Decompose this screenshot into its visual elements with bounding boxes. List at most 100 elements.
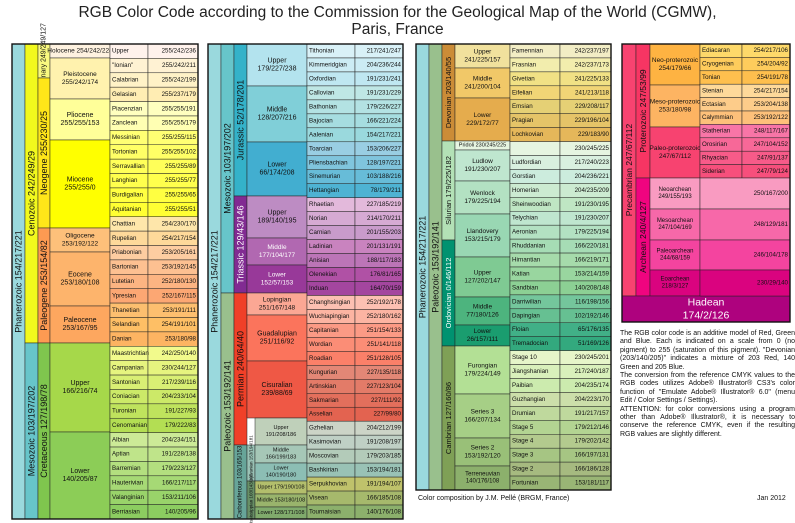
- cenozoic-mesozoic-unit-code: 166/216/74: [62, 388, 97, 395]
- mesozoic-paleozoic-stage-code: 154/217/221: [367, 131, 402, 138]
- paleozoic-unit-label: Middle: [473, 76, 493, 83]
- cenozoic-mesozoic-stage-name: Burdigalian: [112, 192, 144, 199]
- cenozoic-mesozoic-stage-code: 204/233/104: [162, 393, 197, 400]
- cenozoic-mesozoic-stage-name: Maastrichtian: [112, 350, 149, 357]
- cenozoic-mesozoic-stage-name: Serravallian: [112, 163, 145, 170]
- mesozoic-paleozoic-unit-box: [246, 314, 308, 362]
- cenozoic-mesozoic-stage-code: 252/167/115: [162, 292, 197, 299]
- paleozoic-unit-label: Silurian 179/225/182: [444, 156, 453, 225]
- mesozoic-paleozoic-stage-code: 103/188/216: [367, 173, 402, 180]
- mesozoic-paleozoic-unit-label: Middle: [273, 448, 289, 454]
- mesozoic-paleozoic-unit-box: [246, 141, 308, 197]
- mesozoic-paleozoic-unit-box: [246, 264, 308, 294]
- cenozoic-mesozoic-unit-box: [49, 431, 111, 520]
- mesozoic-paleozoic-unit-code: 177/104/177: [259, 252, 296, 259]
- paleozoic-unit-code: 77/180/126: [466, 311, 499, 318]
- cenozoic-mesozoic-unit-label: Holocene 254/242/224: [47, 48, 113, 55]
- paleozoic-stage-name: Lochkovian: [512, 131, 544, 138]
- mesozoic-paleozoic-unit-label: Middle: [267, 106, 288, 113]
- paleozoic-stage-name: Famennian: [512, 47, 544, 54]
- paleozoic-unit-label: Wenlock: [470, 190, 496, 197]
- paleozoic-stage-name: Gorstian: [512, 173, 536, 180]
- paleozoic-stage-name: Tremadocian: [512, 340, 548, 347]
- cenozoic-mesozoic-stage-code: 253/180/98: [165, 336, 197, 343]
- paleozoic-unit-label: Llandovery: [467, 228, 500, 235]
- precambrian-unit-code: 253/180/98: [659, 106, 692, 113]
- cenozoic-mesozoic-unit-label: Eocene: [68, 271, 92, 278]
- paleozoic-unit-code: 127/202/147: [464, 277, 501, 284]
- cenozoic-mesozoic-stage-code: 153/211/106: [162, 494, 197, 501]
- precambrian-unit-label: Hadean: [688, 297, 725, 309]
- cenozoic-mesozoic-stage-name: "Ionian": [112, 62, 133, 69]
- paleozoic-unit-label: Lower: [474, 112, 493, 119]
- cenozoic-mesozoic-stage-name: Santonian: [112, 379, 140, 386]
- mesozoic-paleozoic-unit-label: Carboniferous 103/165/153: [238, 445, 244, 518]
- paleozoic-stage-code: 116/198/156: [575, 298, 610, 305]
- cenozoic-mesozoic-stage-name: Danian: [112, 336, 132, 343]
- mesozoic-paleozoic-frame: [207, 43, 404, 520]
- mesozoic-paleozoic-unit-label: Lower: [274, 466, 289, 472]
- mesozoic-paleozoic-unit-label: Upper: [274, 425, 289, 431]
- cenozoic-mesozoic-stage-code: 217/239/116: [162, 379, 197, 386]
- cenozoic-mesozoic-stage-code: 252/180/130: [162, 278, 197, 285]
- precambrian-frame: [621, 43, 791, 323]
- cenozoic-mesozoic-stage-name: Campanian: [112, 364, 144, 371]
- paleozoic-stage-name: Drumian: [512, 410, 536, 417]
- precambrian-extra-cell: [699, 269, 791, 297]
- cenozoic-mesozoic-stage-name: Messinian: [112, 134, 140, 141]
- paleozoic-stage-name: Homerian: [512, 187, 539, 194]
- paleozoic-unit-label: Upper: [474, 49, 493, 56]
- cenozoic-mesozoic-unit-label: Phanerozoic 154/217/221: [14, 230, 24, 333]
- cenozoic-mesozoic-unit-box: [49, 57, 111, 100]
- cenozoic-mesozoic-stage-code: 230/244/127: [162, 364, 197, 371]
- mesozoic-paleozoic-unit-label: Upper 179/190/108: [257, 485, 304, 491]
- mesozoic-paleozoic-unit-box: [246, 85, 308, 143]
- mesozoic-paleozoic-stage-name: Wuchiapingian: [309, 313, 350, 320]
- cenozoic-mesozoic-stage-code: 255/242/236: [162, 48, 197, 55]
- paleozoic-unit-label: Paleozoic 153/192/141: [431, 221, 441, 313]
- paleozoic-stage-name: Darriwilian: [512, 298, 541, 305]
- mesozoic-paleozoic-stage-name: Roadian: [309, 355, 333, 362]
- paleozoic-stage-name: Sandbian: [512, 284, 539, 291]
- precambrian-extra-cell: [699, 208, 791, 241]
- paleozoic-stage-code: 217/240/223: [575, 159, 610, 166]
- mesozoic-paleozoic-stage-name: Wordian: [309, 341, 332, 348]
- cenozoic-mesozoic-unit-label: Paleogene 253/154/82: [39, 240, 49, 331]
- cenozoic-mesozoic-unit-box: [49, 251, 111, 307]
- paleozoic-unit-code: 229/172/77: [466, 120, 499, 127]
- mesozoic-paleozoic-unit-label: Mississippian 103/143/102: [249, 473, 254, 523]
- mesozoic-paleozoic-stage-name: Toarcian: [309, 145, 333, 152]
- precambrian-unit-label: Mesoarchean: [657, 218, 693, 224]
- mesozoic-paleozoic-unit-label: Lower 128/171/108: [257, 510, 304, 516]
- precambrian-unit-box: [649, 269, 701, 297]
- paleozoic-stage-code: 51/169/126: [578, 340, 610, 347]
- mesozoic-paleozoic-stage-name: Kimmeridgian: [309, 61, 347, 68]
- mesozoic-paleozoic-stage-code: 128/197/221: [367, 159, 402, 166]
- cenozoic-mesozoic-unit-label: Cretaceous 127/198/78: [39, 384, 49, 478]
- mesozoic-paleozoic-unit-label: Middle: [267, 244, 287, 251]
- cenozoic-mesozoic-frame: [11, 43, 199, 520]
- paleozoic-unit-label: Middle: [473, 304, 493, 311]
- mesozoic-paleozoic-unit-code: 152/57/153: [261, 279, 294, 286]
- precambrian-stage-name: Stenian: [702, 87, 724, 94]
- paleozoic-stage-name: Frasnian: [512, 61, 537, 68]
- mesozoic-paleozoic-unit-label: Guadalupian: [257, 330, 297, 337]
- paleozoic-stage-code: 204/235/174: [575, 382, 610, 389]
- paleozoic-unit-label: Phanerozoic 154/217/221: [418, 216, 428, 319]
- paleozoic-stage-code: 241/225/133: [575, 75, 610, 82]
- cenozoic-mesozoic-stage-code: 255/237/179: [162, 91, 197, 98]
- mesozoic-paleozoic-unit-code: 179/227/238: [258, 66, 297, 73]
- mesozoic-paleozoic-stage-name: Tithonian: [309, 47, 335, 54]
- mesozoic-paleozoic-stage-name: Gzhelian: [309, 425, 334, 432]
- mesozoic-paleozoic-stage-code: 191/194/107: [367, 481, 402, 488]
- cenozoic-mesozoic-unit-box: [49, 342, 111, 433]
- cenozoic-mesozoic-stage-name: Upper: [112, 48, 129, 55]
- paleozoic-unit-code: 140/176/108: [466, 479, 500, 485]
- paleozoic-stage-code: 191/230/195: [575, 201, 610, 208]
- cenozoic-mesozoic-stage-name: Gelasian: [112, 91, 137, 98]
- cenozoic-mesozoic-unit-label: Neogene 255/230/25: [39, 111, 49, 195]
- mesozoic-paleozoic-stage-code: 251/128/105: [367, 355, 402, 362]
- cenozoic-mesozoic-stage-code: 255/255/191: [162, 105, 197, 112]
- cenozoic-mesozoic-stage-code: 242/250/140: [162, 350, 197, 357]
- mesozoic-paleozoic-stage-name: Moscovian: [309, 453, 339, 460]
